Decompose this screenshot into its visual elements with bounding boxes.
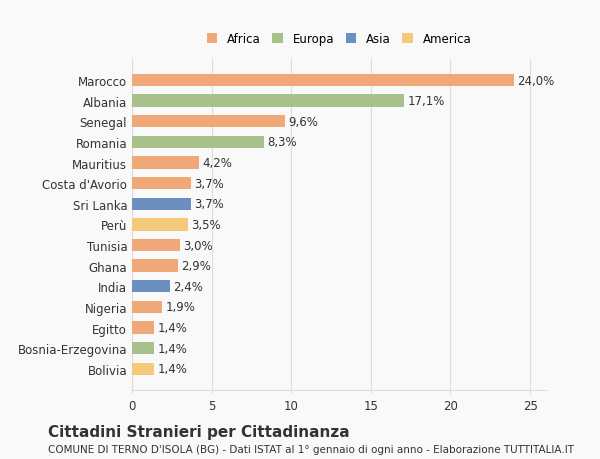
Text: 2,9%: 2,9%	[181, 260, 211, 273]
Text: 3,0%: 3,0%	[183, 239, 212, 252]
Text: 24,0%: 24,0%	[517, 74, 554, 87]
Text: 1,4%: 1,4%	[157, 342, 187, 355]
Bar	[132, 219, 188, 231]
Text: 1,4%: 1,4%	[157, 321, 187, 334]
Text: 17,1%: 17,1%	[407, 95, 445, 108]
Text: 8,3%: 8,3%	[268, 136, 297, 149]
Bar	[132, 116, 285, 128]
Bar	[132, 239, 180, 252]
Bar	[132, 363, 154, 375]
Bar	[132, 260, 178, 272]
Bar	[132, 75, 514, 87]
Text: 3,5%: 3,5%	[191, 218, 221, 231]
Bar	[132, 322, 154, 334]
Bar	[132, 178, 191, 190]
Text: 3,7%: 3,7%	[194, 177, 224, 190]
Text: 1,9%: 1,9%	[166, 301, 196, 313]
Text: Cittadini Stranieri per Cittadinanza: Cittadini Stranieri per Cittadinanza	[48, 425, 350, 440]
Text: 9,6%: 9,6%	[288, 116, 318, 129]
Bar	[132, 198, 191, 211]
Bar	[132, 342, 154, 354]
Text: 1,4%: 1,4%	[157, 363, 187, 375]
Text: 3,7%: 3,7%	[194, 198, 224, 211]
Legend: Africa, Europa, Asia, America: Africa, Europa, Asia, America	[203, 29, 475, 49]
Text: 4,2%: 4,2%	[202, 157, 232, 170]
Bar	[132, 280, 170, 293]
Bar	[132, 95, 404, 107]
Bar	[132, 301, 162, 313]
Bar	[132, 136, 264, 149]
Text: 2,4%: 2,4%	[173, 280, 203, 293]
Text: COMUNE DI TERNO D'ISOLA (BG) - Dati ISTAT al 1° gennaio di ogni anno - Elaborazi: COMUNE DI TERNO D'ISOLA (BG) - Dati ISTA…	[48, 444, 574, 454]
Bar	[132, 157, 199, 169]
